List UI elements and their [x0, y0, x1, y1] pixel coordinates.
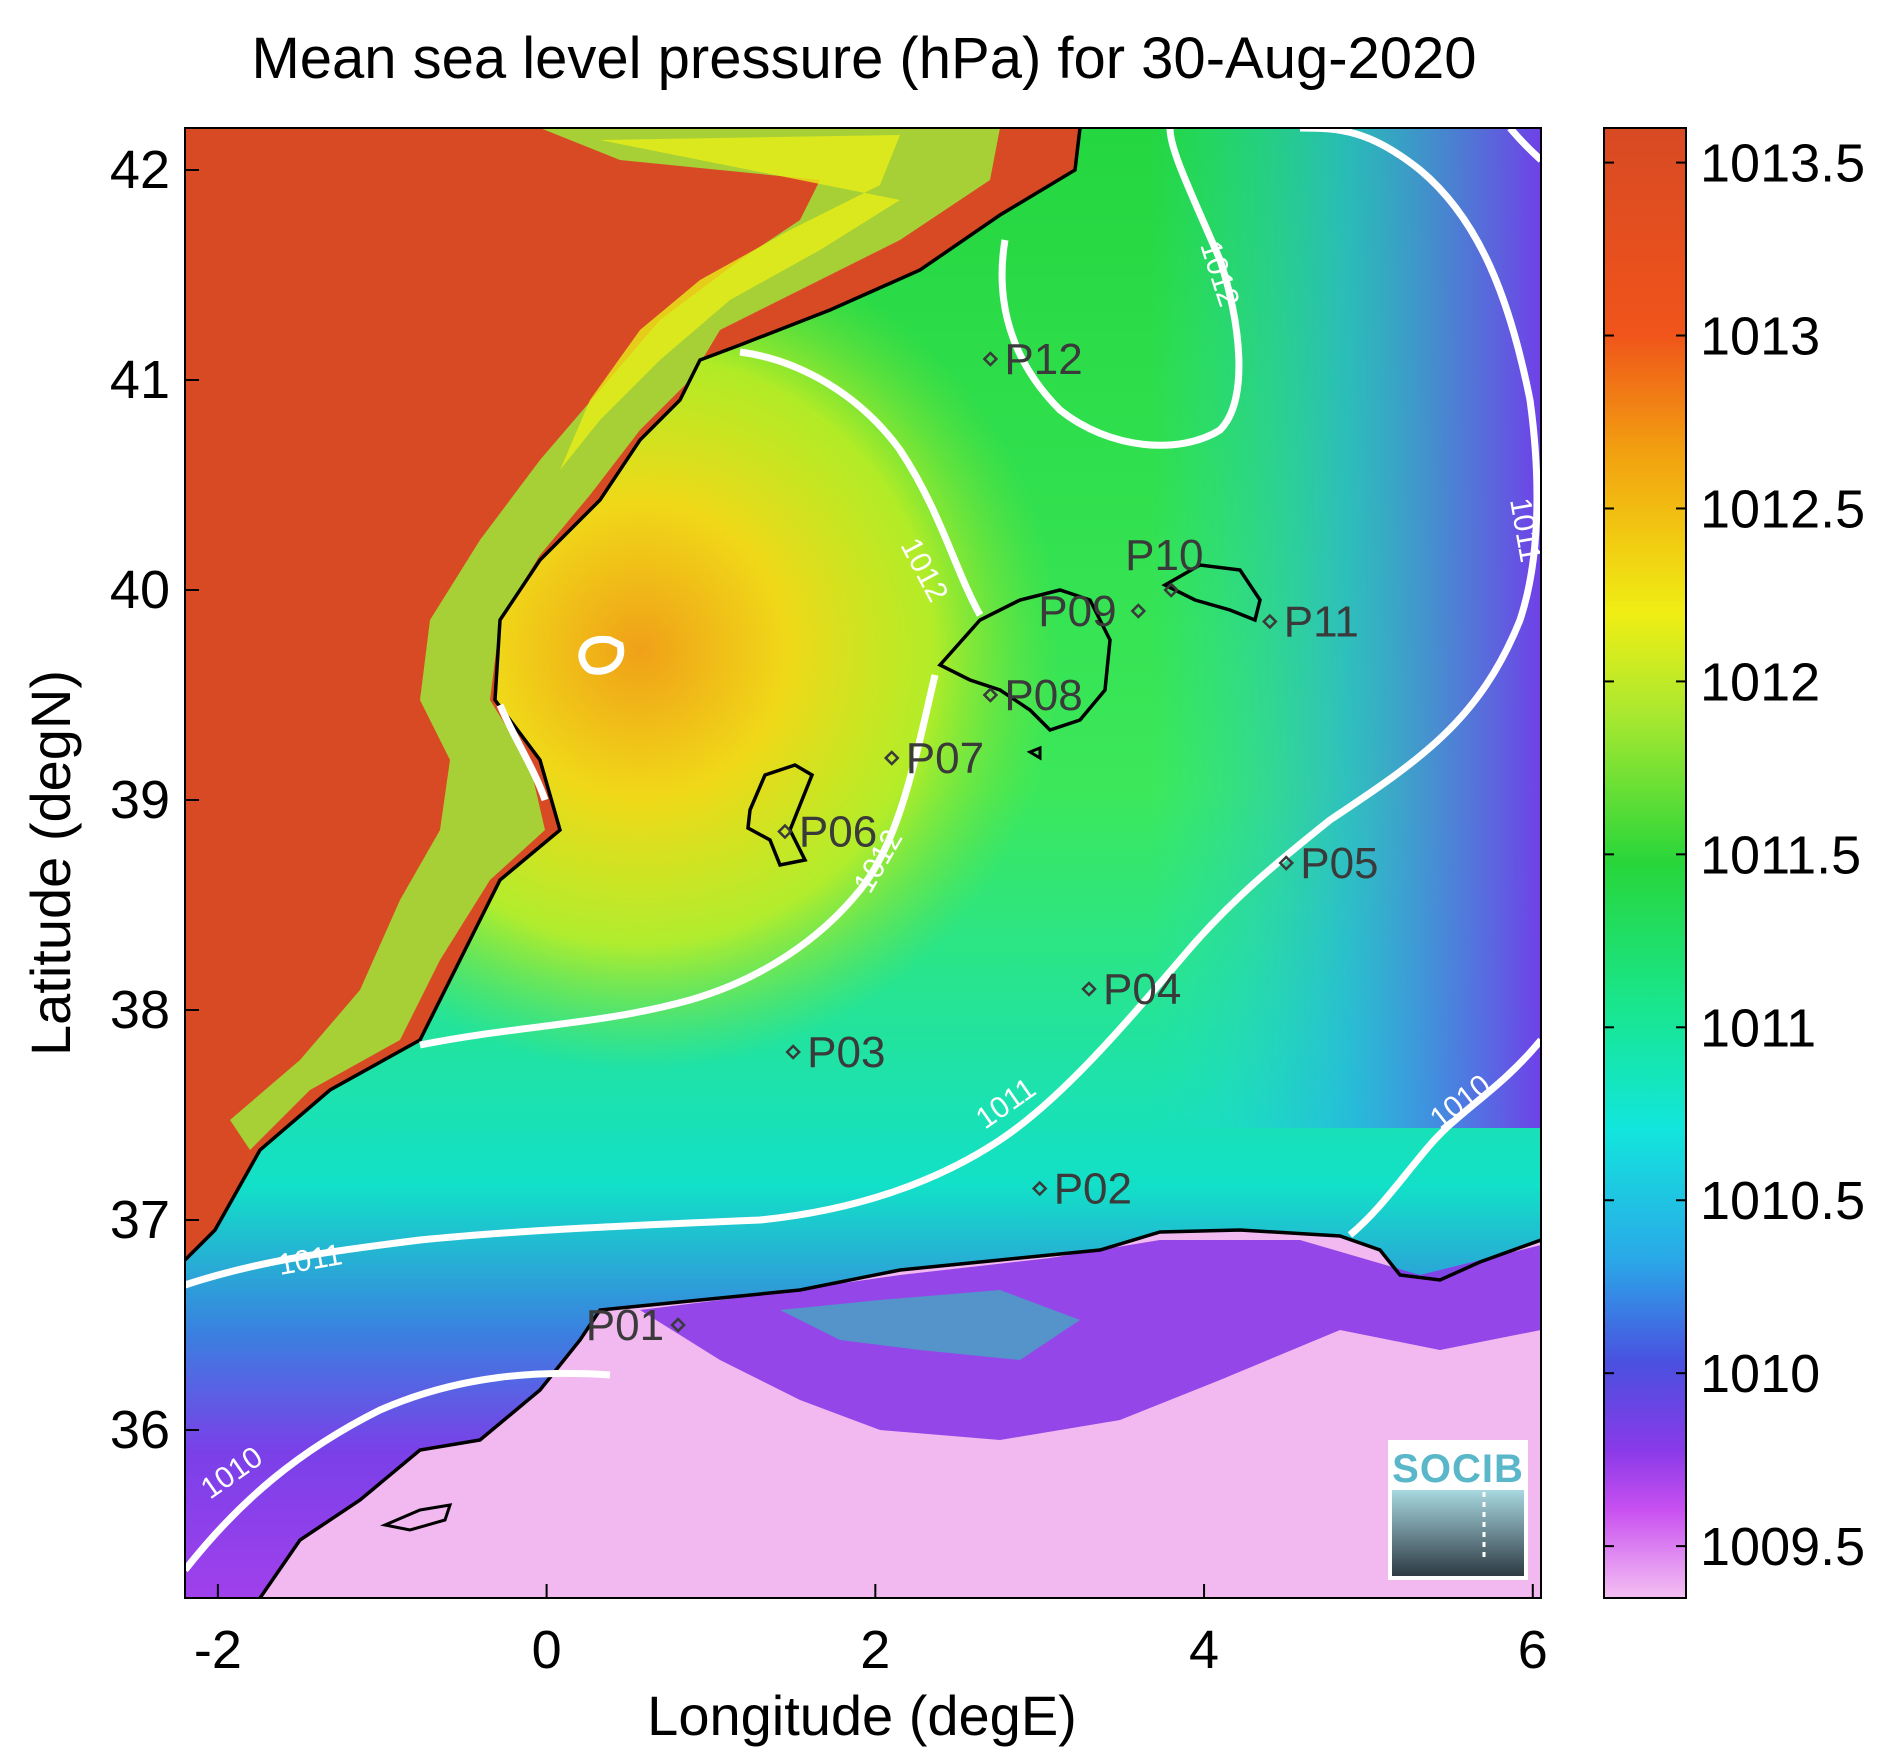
station-label: P10: [1125, 531, 1203, 580]
station-marker: [1163, 582, 1179, 598]
colorbar-tick-label: 1011.5: [1700, 825, 1861, 885]
colorbar-tick-label: 1010: [1700, 1344, 1820, 1404]
isobar-1011: [185, 128, 1541, 1289]
station-label: P05: [1300, 839, 1378, 888]
x-tick-label: 6: [1518, 1620, 1548, 1680]
logo-text: SOCIB: [1392, 1447, 1524, 1491]
station-marker: [785, 1044, 801, 1060]
y-tick-label: 42: [110, 140, 170, 200]
cabrera-island: [1026, 745, 1042, 761]
station-label: P06: [799, 808, 877, 857]
colorbar-ticks: 1013.5 1013 1012.5 1012 1011.5 1011 1010.5 1010…: [1604, 134, 1865, 1577]
colorbar-tick-label: 1013: [1700, 307, 1820, 367]
station-marker: [670, 1317, 686, 1333]
menorca-island: [1161, 563, 1262, 623]
africa-coastline: [258, 1228, 1541, 1598]
x-axis-label: Longitude (degE): [647, 1684, 1077, 1747]
station-marker: [982, 687, 999, 703]
station-label: P02: [1054, 1165, 1132, 1214]
station-label: P04: [1103, 965, 1181, 1014]
station-marker: [883, 750, 900, 766]
y-tick-label: 40: [110, 560, 170, 620]
coastal-band: [230, 128, 1000, 1150]
isobar-high-center: [578, 635, 625, 675]
station-label: P11: [1284, 598, 1359, 647]
x-tick-label: -2: [194, 1620, 242, 1680]
colorbar-tick-label: 1012: [1700, 652, 1820, 712]
station-label: P03: [807, 1028, 885, 1077]
station-marker: [1278, 855, 1295, 871]
map-plot-area: 1012 1012 1012 1011 1011 1011 1010 1010 …: [185, 128, 1541, 1598]
east-low-pressure: [1150, 128, 1541, 1128]
x-tick-label: 4: [1189, 1620, 1219, 1680]
chart-title: Mean sea level pressure (hPa) for 30-Aug…: [251, 26, 1476, 91]
colorbar: [1603, 127, 1687, 1599]
station-marker: [777, 823, 793, 840]
y-tick-label: 38: [110, 980, 170, 1040]
y-tick-label: 37: [110, 1190, 170, 1250]
y-tick-label: 36: [110, 1400, 170, 1460]
isobar-1010-west: [185, 1369, 611, 1573]
isobar-1012-loop: [998, 128, 1243, 449]
mallorca-island: [937, 588, 1112, 733]
colorbar-tick-label: 1009.5: [1700, 1517, 1865, 1577]
x-axis: -2 0 2 4 6: [194, 1584, 1548, 1680]
station-label: P12: [1004, 335, 1082, 384]
station-marker: [982, 351, 999, 367]
station-marker: [1031, 1180, 1048, 1197]
x-tick-label: 2: [860, 1620, 890, 1680]
socib-logo: SOCIB: [1388, 1440, 1528, 1580]
isobar-1010-east: [1347, 1037, 1541, 1238]
plot-frame: [184, 127, 1542, 1599]
station-marker: [1262, 613, 1278, 630]
colorbar-tick-label: 1012.5: [1700, 479, 1865, 539]
station-label: P08: [1004, 671, 1082, 720]
alboran-island: [379, 1503, 453, 1532]
iberia-coastline: [185, 128, 1082, 1262]
colorbar-tick-label: 1010.5: [1700, 1171, 1865, 1231]
isobar-1012-south: [419, 674, 939, 1049]
station-label: P09: [1038, 587, 1116, 636]
station-label: P07: [906, 734, 984, 783]
y-tick-label: 41: [110, 350, 170, 410]
x-tick-label: 0: [532, 1620, 562, 1680]
station-marker: [1130, 603, 1147, 619]
colorbar-tick-label: 1011: [1700, 998, 1816, 1058]
station-marker: [1081, 981, 1097, 997]
y-tick-label: 39: [110, 770, 170, 830]
y-axis-label: Latitude (degN): [19, 670, 82, 1056]
colorbar-tick-label: 1013.5: [1700, 134, 1865, 194]
station-label: P01: [586, 1301, 664, 1350]
y-axis: 42 41 40 39 38 37 36: [110, 140, 199, 1460]
isobar-1012-north: [739, 348, 984, 617]
